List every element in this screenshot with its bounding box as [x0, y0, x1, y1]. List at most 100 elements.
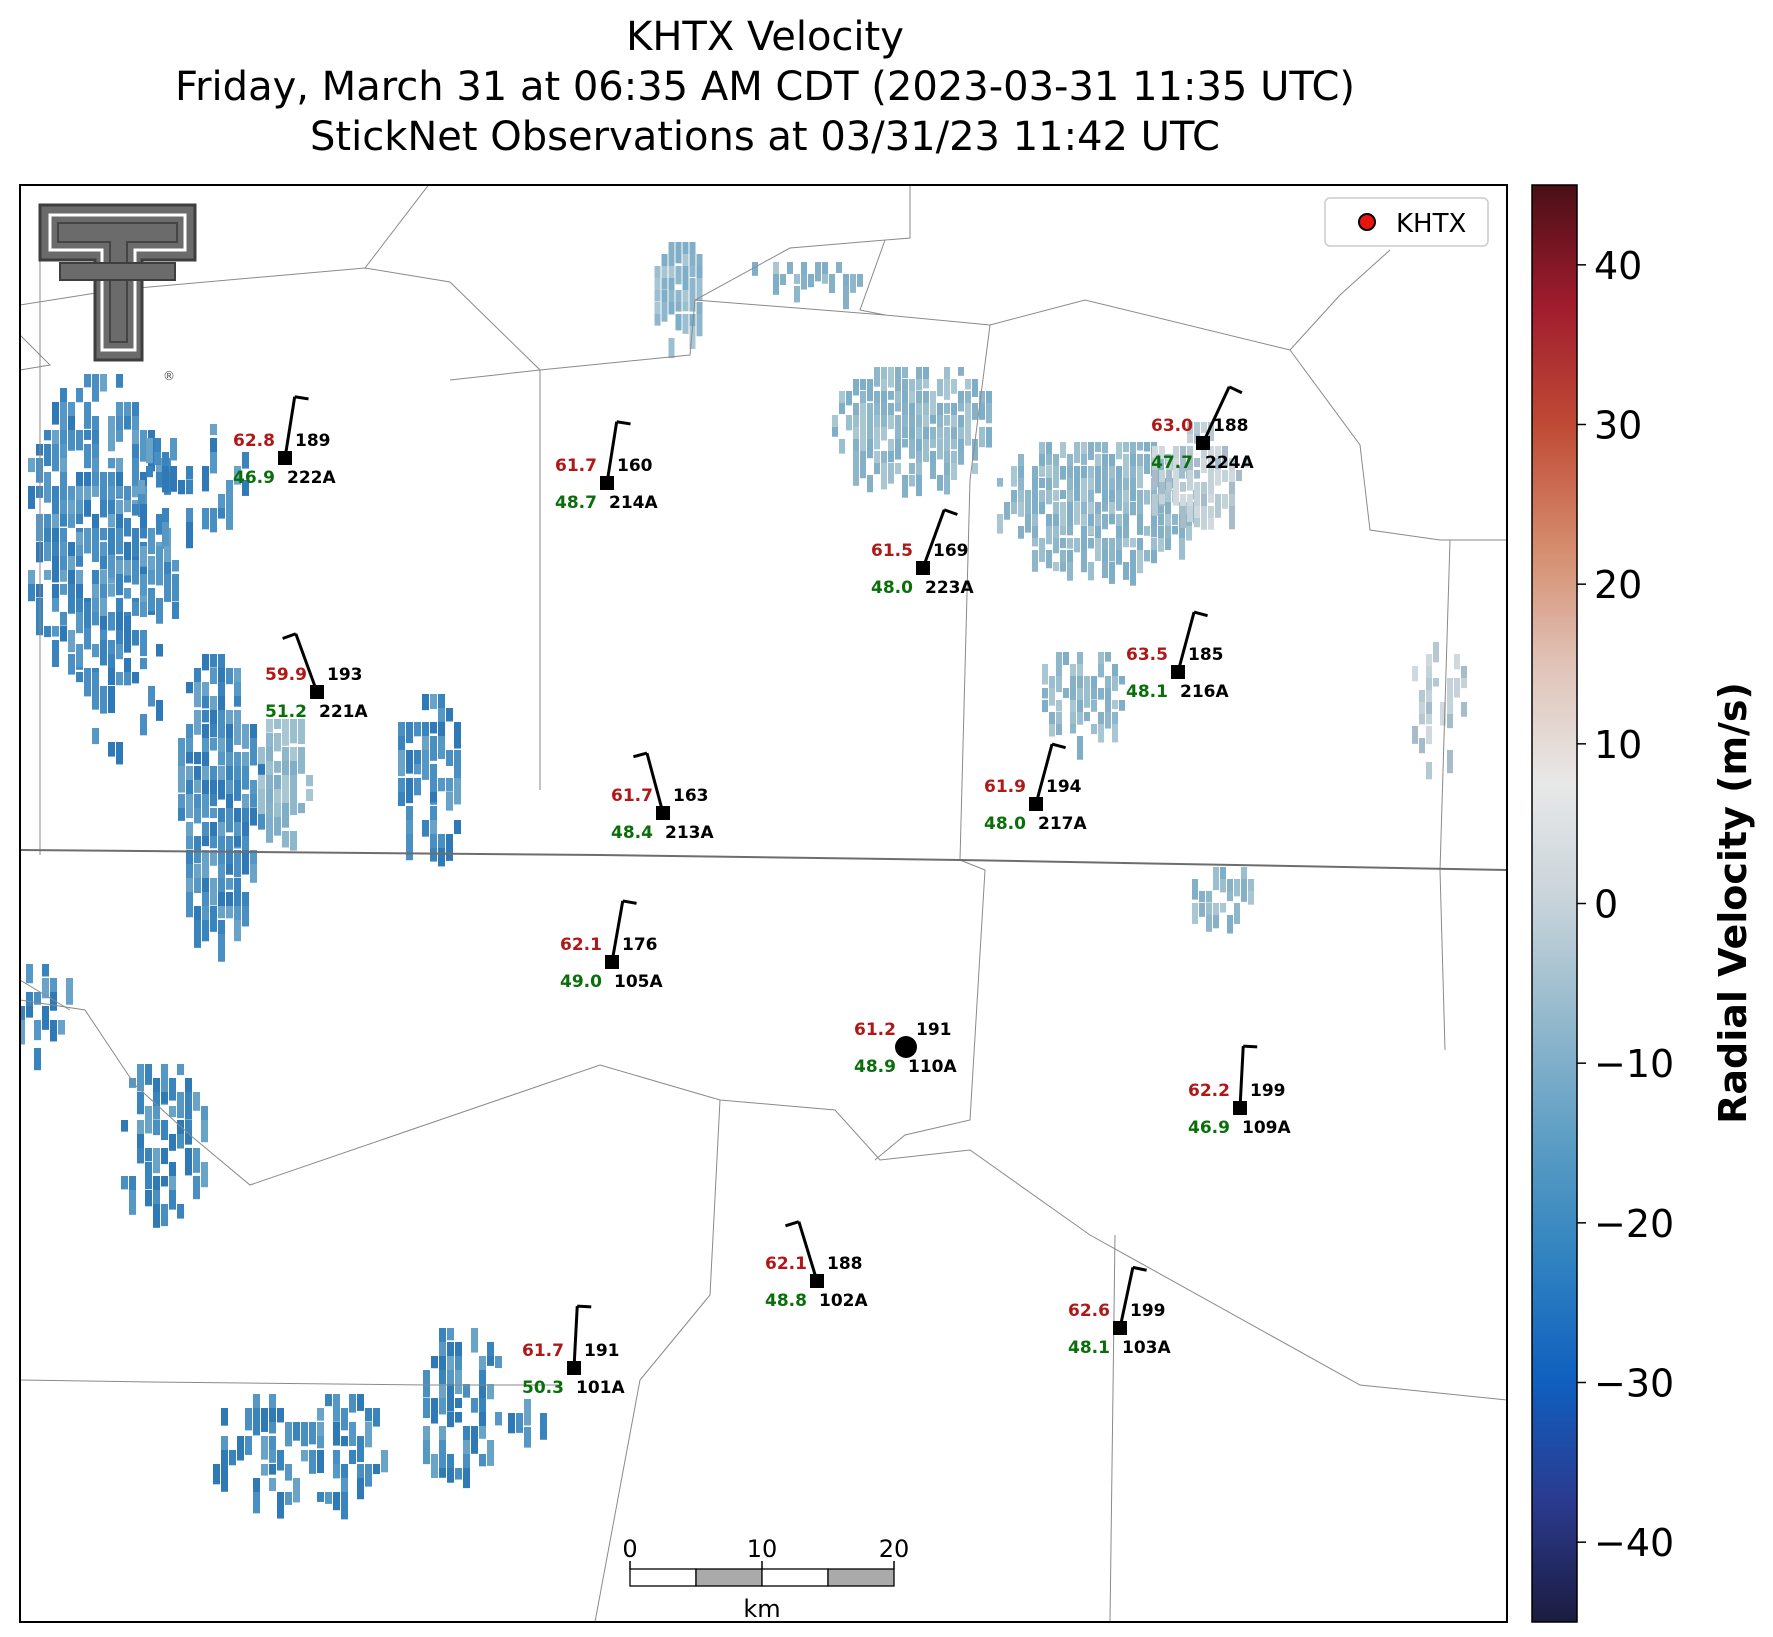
- station-wind-direction: 191: [916, 1020, 952, 1040]
- station-temperature: 63.0: [1151, 416, 1193, 436]
- title-line-2: Friday, March 31 at 06:35 AM CDT (2023-0…: [175, 64, 1355, 110]
- station-wind-direction: 163: [673, 786, 709, 806]
- wind-barb-flag: [577, 1304, 592, 1309]
- colorbar-tick-label: 0: [1594, 883, 1618, 927]
- legend-radar-marker: [1358, 213, 1376, 231]
- station-wind-direction: 188: [827, 1254, 863, 1274]
- station-plots: 62.8 189 46.9 222A 61.7 160 48.7 214A 61.5 169 48.…: [233, 385, 1291, 1398]
- station-temperature: 61.7: [611, 786, 653, 806]
- wind-barb-staff: [1034, 743, 1054, 805]
- wind-barb-staff: [1118, 1267, 1135, 1329]
- station-wind-direction: 193: [327, 665, 363, 685]
- wind-barb-staff: [1201, 386, 1231, 444]
- station-id: 103A: [1122, 1338, 1171, 1358]
- station-temperature: 61.7: [522, 1341, 564, 1361]
- station-temperature: 59.9: [265, 665, 307, 685]
- station-id: 101A: [576, 1378, 625, 1398]
- station-213A[interactable]: 61.7 163 48.4 213A: [611, 751, 714, 843]
- station-dewpoint: 48.1: [1068, 1338, 1110, 1358]
- station-marker-circle: [895, 1036, 917, 1058]
- station-217A[interactable]: 61.9 194 48.0 217A: [984, 742, 1087, 834]
- station-109A[interactable]: 62.2 199 46.9 109A: [1188, 1044, 1291, 1138]
- station-id: 105A: [614, 972, 663, 992]
- station-wind-direction: 185: [1188, 645, 1224, 665]
- station-id: 216A: [1180, 682, 1229, 702]
- wind-barb-flag: [1228, 385, 1243, 395]
- station-wind-direction: 199: [1130, 1301, 1166, 1321]
- wind-barb-staff: [294, 633, 319, 693]
- colorbar-tick-label: 10: [1594, 723, 1642, 767]
- station-temperature: 63.5: [1126, 645, 1168, 665]
- station-dewpoint: 46.9: [1188, 1118, 1230, 1138]
- station-105A[interactable]: 62.1 176 49.0 105A: [560, 899, 663, 992]
- station-wind-direction: 194: [1046, 777, 1082, 797]
- wind-barb-flag: [785, 1220, 800, 1228]
- wind-barb-staff: [1176, 611, 1196, 673]
- station-dewpoint: 50.3: [522, 1378, 564, 1398]
- station-id: 213A: [665, 823, 714, 843]
- station-223A[interactable]: 61.5 169 48.0 223A: [871, 508, 974, 598]
- station-id: 110A: [908, 1057, 957, 1077]
- station-temperature: 61.7: [555, 456, 597, 476]
- scale-tick-20: 20: [879, 1535, 910, 1563]
- wind-barb-staff: [1238, 1046, 1245, 1109]
- wind-barb-flag: [943, 508, 958, 516]
- station-temperature: 61.2: [854, 1020, 896, 1040]
- station-dewpoint: 51.2: [265, 702, 307, 722]
- wind-barb-flag: [1243, 1044, 1258, 1049]
- colorbar-tick-label: 30: [1594, 404, 1642, 448]
- station-id: 221A: [319, 702, 368, 722]
- station-temperature: 62.1: [765, 1254, 807, 1274]
- wind-barb-staff: [572, 1306, 579, 1369]
- wind-barb-staff: [605, 421, 619, 484]
- map-area[interactable]: [20, 185, 1507, 1622]
- colorbar-tick-label: −40: [1594, 1521, 1674, 1565]
- colorbar-tick-label: −30: [1594, 1362, 1674, 1406]
- station-id: 222A: [287, 468, 336, 488]
- station-id: 223A: [925, 578, 974, 598]
- wind-barb-flag: [616, 420, 631, 426]
- wind-barb-flag: [1132, 1265, 1147, 1272]
- station-214A[interactable]: 61.7 160 48.7 214A: [555, 420, 658, 513]
- station-101A[interactable]: 61.7 191 50.3 101A: [522, 1304, 625, 1398]
- station-102A[interactable]: 62.1 188 48.8 102A: [765, 1220, 868, 1311]
- station-temperature: 62.2: [1188, 1081, 1230, 1101]
- colorbar-tick-label: 40: [1594, 244, 1642, 288]
- station-wind-direction: 188: [1213, 416, 1249, 436]
- station-dewpoint: 48.1: [1126, 682, 1168, 702]
- wind-barb-staff: [645, 752, 665, 814]
- title-line-1: KHTX Velocity: [626, 14, 904, 60]
- station-temperature: 61.5: [871, 541, 913, 561]
- wind-barb-flag: [1193, 610, 1208, 618]
- station-221A[interactable]: 59.9 193 51.2 221A: [265, 632, 368, 722]
- station-222A[interactable]: 62.8 189 46.9 222A: [233, 395, 336, 488]
- colorbar-tick-label: −20: [1594, 1202, 1674, 1246]
- logo-registered-mark: ®: [163, 369, 175, 383]
- legend: KHTX: [1324, 197, 1489, 247]
- station-dewpoint: 47.7: [1151, 453, 1193, 473]
- wind-barb-staff: [283, 396, 297, 459]
- scale-bar: 0 10 20 km: [622, 1535, 909, 1623]
- state-boundary: [20, 849, 1507, 871]
- station-103A[interactable]: 62.6 199 48.1 103A: [1068, 1265, 1171, 1358]
- station-dewpoint: 48.9: [854, 1057, 896, 1077]
- colorbar-tick-label: 20: [1594, 563, 1642, 607]
- colorbar-tick-label: −10: [1594, 1042, 1674, 1086]
- wind-barb-flag: [282, 632, 297, 640]
- station-id: 217A: [1038, 814, 1087, 834]
- station-wind-direction: 199: [1250, 1081, 1286, 1101]
- station-224A[interactable]: 63.0 188 47.7 224A: [1151, 385, 1254, 473]
- station-dewpoint: 49.0: [560, 972, 602, 992]
- colorbar: 40 30 20 10 0 −10 −20 −30 −40 Radial Velocity (m…: [1531, 184, 1755, 1623]
- station-id: 102A: [819, 1291, 868, 1311]
- station-110A[interactable]: 61.2 191 48.9 110A: [854, 1020, 957, 1077]
- station-temperature: 62.1: [560, 935, 602, 955]
- wind-barb-flag: [294, 395, 309, 401]
- wind-barb-flag: [633, 751, 648, 759]
- station-216A[interactable]: 63.5 185 48.1 216A: [1126, 610, 1229, 702]
- wind-barb-staff: [921, 509, 946, 569]
- scale-tick-10: 10: [747, 1535, 778, 1563]
- colorbar-label: Radial Velocity (m/s): [1711, 682, 1755, 1124]
- station-dewpoint: 48.7: [555, 493, 597, 513]
- station-temperature: 62.6: [1068, 1301, 1110, 1321]
